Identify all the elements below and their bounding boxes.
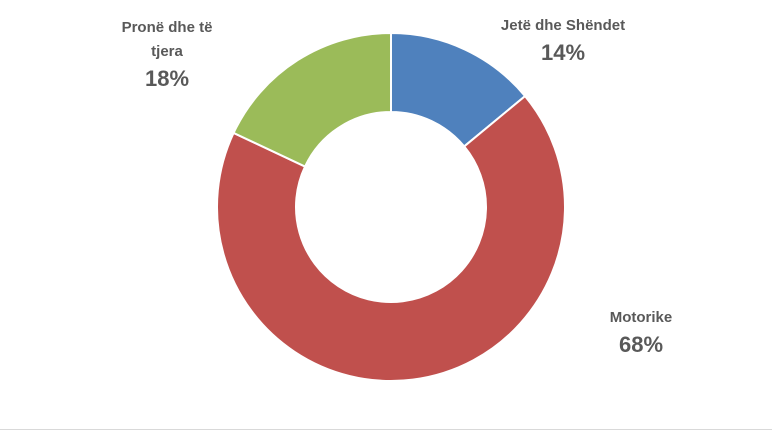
- category-label: Motorike: [609, 309, 673, 326]
- data-label: Jetë dhe Shëndet 14%: [488, 14, 638, 68]
- data-label: Motorike 68%: [566, 306, 716, 360]
- value-label: 14%: [540, 40, 586, 65]
- value-label: 18%: [144, 66, 190, 91]
- donut-slice: [232, 31, 392, 168]
- category-label: Jetë dhe Shëndet: [500, 17, 626, 34]
- data-label: Pronë dhe të tjera 18%: [107, 16, 227, 94]
- value-label: 68%: [618, 332, 664, 357]
- bottom-border: [0, 429, 772, 430]
- donut-slice: [216, 94, 566, 382]
- category-label: Pronë dhe të tjera: [121, 19, 213, 60]
